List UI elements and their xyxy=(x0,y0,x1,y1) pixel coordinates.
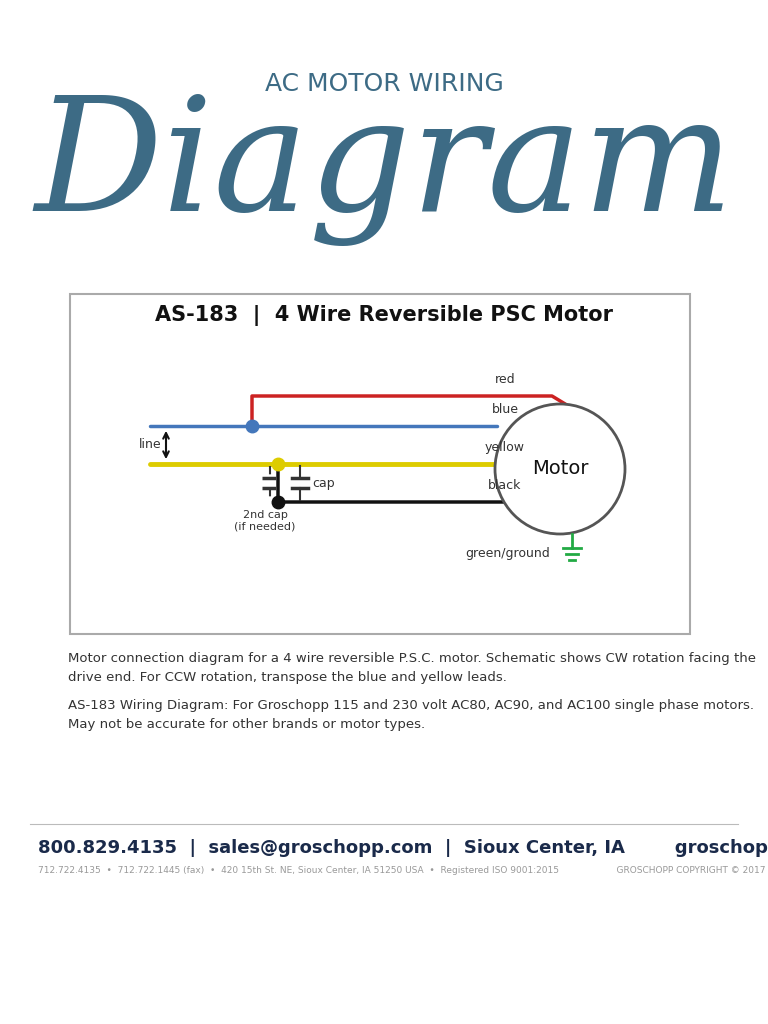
Text: 2nd cap
(if needed): 2nd cap (if needed) xyxy=(234,510,296,531)
Text: AS-183  |  4 Wire Reversible PSC Motor: AS-183 | 4 Wire Reversible PSC Motor xyxy=(155,305,613,327)
Text: 712.722.4135  •  712.722.1445 (fax)  •  420 15th St. NE, Sioux Center, IA 51250 : 712.722.4135 • 712.722.1445 (fax) • 420 … xyxy=(38,866,766,874)
Text: Diagram: Diagram xyxy=(34,92,734,246)
Text: AS-183 Wiring Diagram: For Groschopp 115 and 230 volt AC80, AC90, and AC100 sing: AS-183 Wiring Diagram: For Groschopp 115… xyxy=(68,699,754,731)
Text: black: black xyxy=(488,479,521,492)
FancyBboxPatch shape xyxy=(70,294,690,634)
Text: cap: cap xyxy=(312,476,335,489)
Text: Motor connection diagram for a 4 wire reversible P.S.C. motor. Schematic shows C: Motor connection diagram for a 4 wire re… xyxy=(68,652,756,684)
Text: AC MOTOR WIRING: AC MOTOR WIRING xyxy=(265,72,503,96)
Text: red: red xyxy=(495,373,515,386)
Text: line: line xyxy=(138,438,161,452)
Text: blue: blue xyxy=(492,403,518,416)
Circle shape xyxy=(495,404,625,534)
Text: 800.829.4135  |  sales@groschopp.com  |  Sioux Center, IA        groschopp.com: 800.829.4135 | sales@groschopp.com | Sio… xyxy=(38,839,768,857)
Text: yellow: yellow xyxy=(485,441,525,454)
Text: Motor: Motor xyxy=(531,460,588,478)
Text: green/ground: green/ground xyxy=(465,548,550,560)
